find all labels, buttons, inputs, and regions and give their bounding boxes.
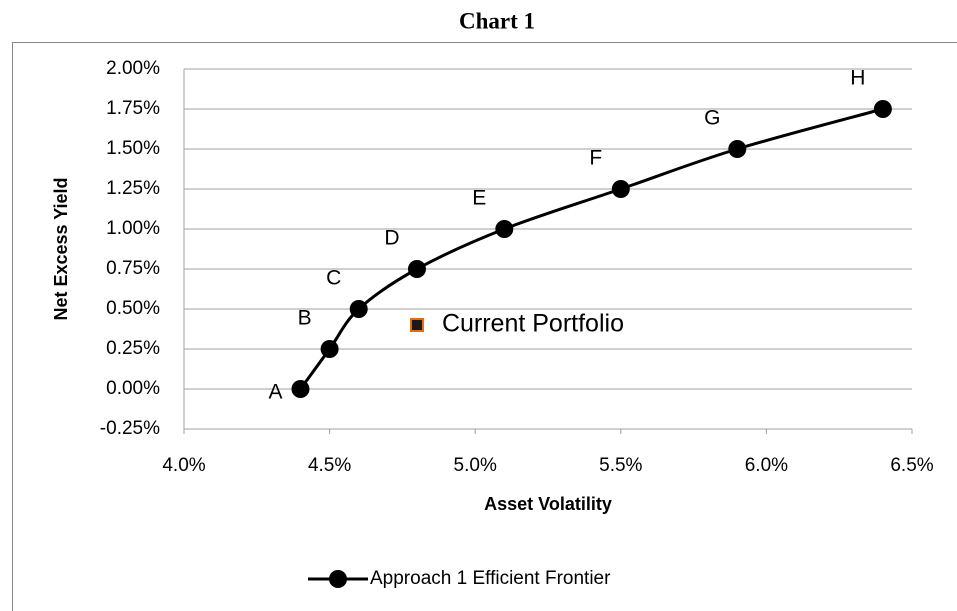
point-label: F — [589, 147, 602, 170]
y-tick-label: 0.25% — [106, 338, 160, 359]
y-tick-label: 1.25% — [106, 178, 160, 199]
point-label: C — [326, 267, 341, 290]
y-tick-label: 1.50% — [106, 138, 160, 159]
y-tick-label: 0.00% — [106, 378, 160, 399]
chart-border — [12, 42, 957, 611]
point-label: G — [704, 107, 720, 130]
marker-label: Current Portfolio — [442, 310, 624, 338]
point-label: H — [850, 67, 865, 90]
y-tick-label: 0.75% — [106, 258, 160, 279]
frontier-point — [611, 180, 630, 198]
x-tick-label: 6.5% — [890, 455, 933, 476]
frontier-point — [407, 260, 426, 278]
x-tick-label: 4.5% — [308, 455, 351, 476]
point-label: E — [472, 187, 486, 210]
y-tick-label: 1.00% — [106, 218, 160, 239]
y-tick-label: 2.00% — [106, 58, 160, 79]
frontier-point — [320, 340, 339, 358]
y-tick-label: 1.75% — [106, 98, 160, 119]
x-axis-title: Asset Volatility — [484, 494, 612, 514]
frontier-point — [728, 140, 747, 158]
y-tick-label: 0.50% — [106, 298, 160, 319]
frontier-point — [873, 100, 892, 118]
x-tick-label: 4.0% — [162, 455, 205, 476]
point-label: D — [384, 227, 399, 250]
frontier-point — [495, 220, 514, 238]
x-tick-label: 5.5% — [599, 455, 642, 476]
point-label: B — [298, 307, 312, 330]
frontier-point — [291, 380, 310, 398]
point-label: A — [268, 381, 282, 404]
chart-title: Chart 1 — [459, 8, 535, 33]
frontier-point — [349, 300, 368, 318]
legend-marker — [329, 570, 347, 588]
y-tick-label: -0.25% — [100, 418, 160, 439]
legend-label: Approach 1 Efficient Frontier — [370, 568, 611, 589]
x-tick-label: 6.0% — [745, 455, 788, 476]
y-axis-title: Net Excess Yield — [51, 177, 71, 320]
x-tick-label: 5.0% — [454, 455, 497, 476]
current-marker — [409, 318, 424, 332]
